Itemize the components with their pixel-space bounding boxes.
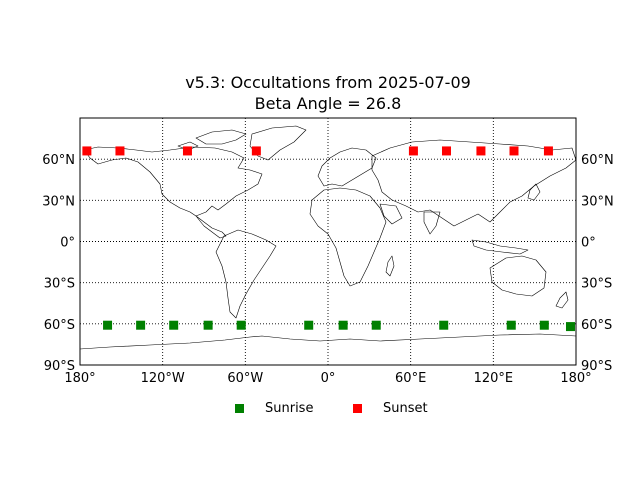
sunset-marker	[543, 146, 553, 156]
y-tick-label-left: 90°S	[44, 359, 75, 374]
sunrise-marker	[371, 320, 381, 330]
x-tick-label: 0°	[321, 371, 336, 386]
y-tick-label-right: 60°N	[581, 153, 614, 168]
axis-ticks: 180° 120°W 60°W 0° 60°E 120°E 180° 60°N 60°N 30°N…	[42, 153, 614, 386]
x-tick-label: 180°	[64, 371, 95, 386]
x-tick-label: 60°W	[227, 371, 263, 386]
y-tick-label-left: 60°S	[44, 318, 75, 333]
x-tick-label: 120°E	[474, 371, 514, 386]
legend-label-sunrise: Sunrise	[265, 401, 314, 416]
sunset-marker	[509, 146, 519, 156]
south-america-outline	[215, 229, 277, 319]
y-tick-label-left: 60°N	[42, 153, 75, 168]
indonesia-outline	[471, 239, 529, 255]
sunset-marker	[441, 146, 451, 156]
sunrise-marker	[539, 320, 549, 330]
legend-label-sunset: Sunset	[383, 401, 428, 416]
x-tick-label: 180°	[560, 371, 591, 386]
y-tick-label-right: 60°S	[581, 318, 612, 333]
arabia-india-outline	[379, 203, 441, 235]
sunset-marker	[408, 146, 418, 156]
sunrise-marker	[203, 320, 213, 330]
landmass-outlines	[79, 125, 577, 350]
sunset-marker	[82, 146, 92, 156]
x-tick-label: 60°E	[395, 371, 426, 386]
y-tick-label-left: 30°N	[42, 194, 75, 209]
y-tick-label-right: 30°S	[581, 277, 612, 292]
sunset-marker	[115, 146, 125, 156]
y-tick-label-left: 0°	[60, 236, 75, 251]
central-america-outline	[195, 215, 227, 239]
legend: Sunrise Sunset	[0, 399, 640, 419]
sunrise-marker	[338, 320, 348, 330]
chart-title: v5.3: Occultations from 2025-07-09	[185, 73, 471, 92]
sunset-marker	[476, 146, 486, 156]
sunrise-marker	[565, 322, 575, 332]
sunset-marker-swatch	[353, 404, 362, 413]
y-tick-label-left: 30°S	[44, 277, 75, 292]
antarctica-outline	[79, 333, 577, 350]
europe-outline	[317, 147, 377, 187]
sunset-marker	[251, 146, 261, 156]
y-tick-label-right: 30°N	[581, 194, 614, 209]
sunrise-marker	[506, 320, 516, 330]
y-tick-label-right: 0°	[581, 236, 596, 251]
sunrise-marker	[136, 320, 146, 330]
sunrise-marker-swatch	[235, 404, 244, 413]
madagascar-outline	[385, 255, 395, 277]
north-america-outline	[83, 146, 263, 217]
japan-outline	[527, 183, 541, 201]
australia-outline	[489, 255, 547, 297]
new-zealand-outline	[555, 291, 569, 309]
sunrise-marker	[103, 320, 113, 330]
sunrise-marker	[169, 320, 179, 330]
plot-frame	[79, 117, 577, 366]
graticule	[80, 118, 576, 365]
sunrise-marker	[304, 320, 314, 330]
asia-outline	[371, 139, 577, 227]
chart-subtitle: Beta Angle = 26.8	[254, 94, 402, 113]
sunrise-marker	[439, 320, 449, 330]
x-tick-label: 120°W	[141, 371, 185, 386]
africa-outline	[309, 187, 387, 287]
occultation-markers	[82, 146, 575, 332]
sunset-marker	[182, 146, 192, 156]
y-tick-label-right: 90°S	[581, 359, 612, 374]
sunrise-marker	[236, 320, 246, 330]
